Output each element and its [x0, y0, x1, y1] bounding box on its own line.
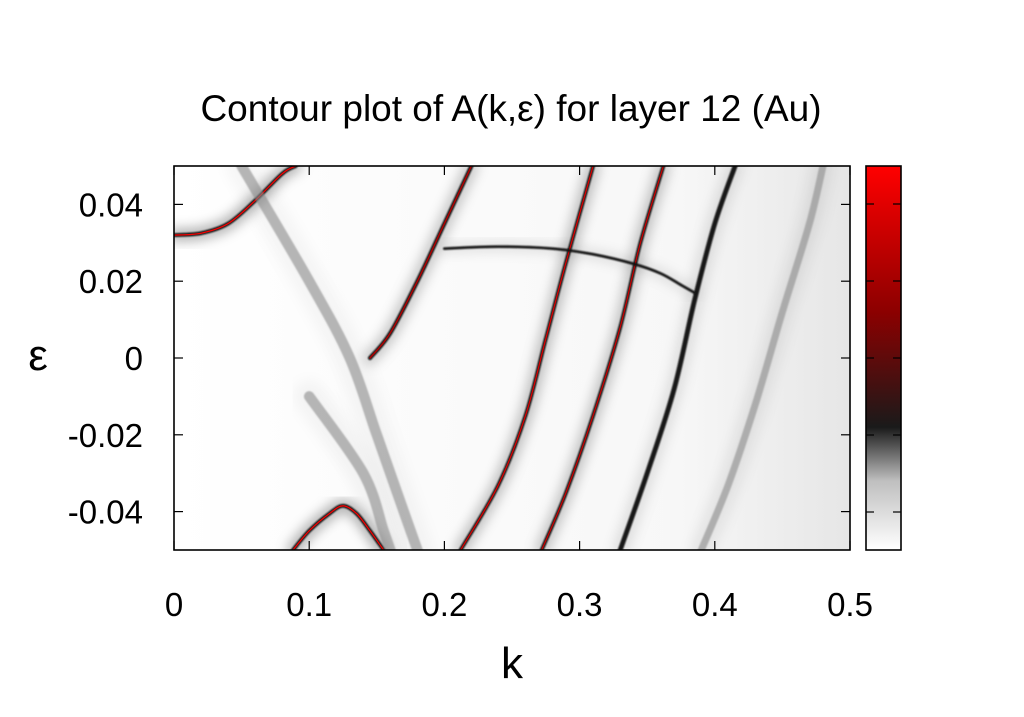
band-line: [617, 166, 738, 550]
x-tick-label: 0: [165, 586, 183, 623]
spectral-bands: [174, 166, 834, 550]
y-axis-ticks: -0.04 -0.02 0 0.02 0.04: [68, 186, 850, 531]
band-peak: [369, 166, 473, 359]
band-peak: [459, 166, 594, 550]
y-tick-label: 0: [125, 340, 143, 377]
x-tick-label: 0.4: [692, 586, 738, 623]
band-line: [443, 245, 696, 295]
colorbar-ticks: [866, 203, 901, 513]
x-tick-label: 0.5: [827, 586, 873, 623]
band-line: [303, 391, 396, 550]
x-tick-label: 0.1: [286, 586, 332, 623]
band-line: [236, 166, 423, 550]
y-tick-label: -0.04: [68, 494, 143, 531]
x-axis-label: k: [501, 639, 524, 688]
x-tick-label: 0.2: [421, 586, 467, 623]
x-axis-ticks: 0 0.1 0.2 0.3 0.4 0.5: [165, 166, 873, 623]
y-tick-label: 0.02: [79, 263, 143, 300]
chart-title: Contour plot of A(k,ε) for layer 12 (Au): [200, 88, 821, 129]
band-peak: [174, 166, 297, 236]
y-tick-label: -0.02: [68, 417, 143, 454]
band-peak: [541, 166, 665, 550]
y-tick-label: 0.04: [79, 186, 143, 223]
band-peak: [292, 505, 385, 550]
y-axis-label: ε: [28, 331, 48, 380]
band-line: [697, 166, 827, 550]
x-tick-label: 0.3: [557, 586, 603, 623]
